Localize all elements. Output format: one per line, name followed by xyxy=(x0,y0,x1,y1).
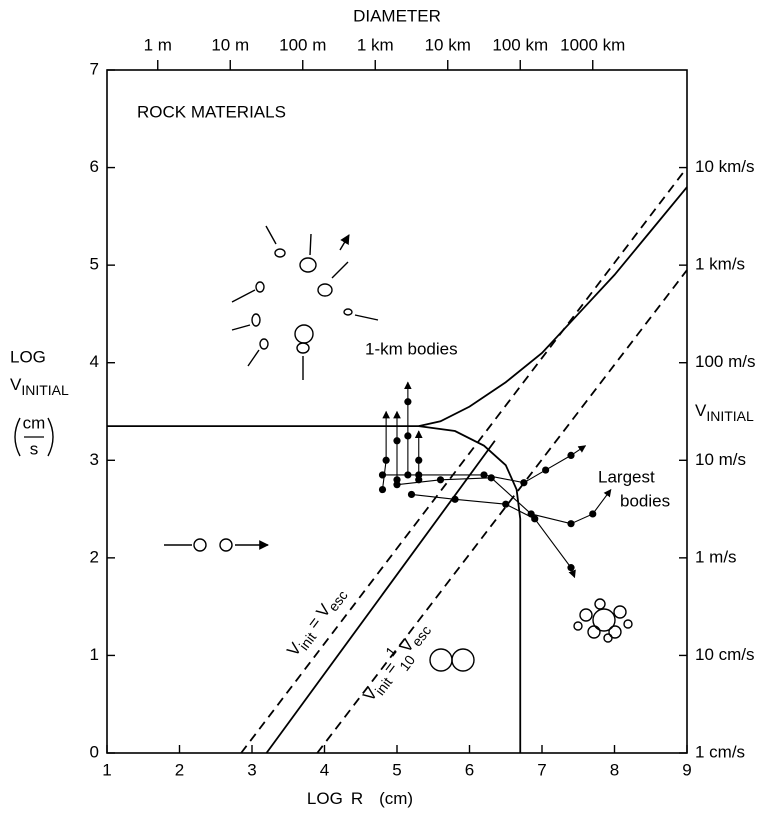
fragment-point xyxy=(451,495,459,503)
y2-tick-label: 1 km/s xyxy=(695,255,745,274)
fragment-point xyxy=(542,466,550,474)
y2-tick-label: 1 cm/s xyxy=(695,742,745,761)
fragment-point xyxy=(520,479,528,487)
y2-tick-label: 1 m/s xyxy=(695,547,737,566)
fragment-point xyxy=(393,437,401,445)
curve xyxy=(107,186,688,428)
curve xyxy=(316,269,688,754)
x-tick-label: 2 xyxy=(175,760,184,779)
y-label-unit-den: s xyxy=(30,439,39,458)
annotation-largest: bodies xyxy=(620,491,670,510)
fragment-point xyxy=(378,471,387,479)
trajectory xyxy=(396,477,612,525)
x2-axis-title: DIAMETER xyxy=(353,6,441,25)
curve xyxy=(265,440,496,754)
fragment-point xyxy=(393,481,401,489)
y-label-unit-num: cm xyxy=(23,413,46,432)
y-tick-label: 2 xyxy=(90,547,99,566)
annotation-eq1: Vinit = Vesc xyxy=(284,583,351,662)
y-tick-label: 3 xyxy=(90,450,99,469)
fragment-point xyxy=(404,432,412,440)
y2-tick-label: 100 m/s xyxy=(695,352,755,371)
x2-tick-label: 1 km xyxy=(357,35,394,54)
x-tick-label: 1 xyxy=(102,760,111,779)
x2-tick-label: 1000 km xyxy=(560,35,625,54)
x-axis-title: LOG R (cm) xyxy=(307,789,413,808)
x-tick-label: 7 xyxy=(537,760,546,779)
x-tick-label: 9 xyxy=(682,760,691,779)
annotation-eq2: Vinit = 110Vesc xyxy=(353,613,438,710)
y-axis-title: LOG VINITIAL cm s xyxy=(10,347,69,458)
y-tick-label: 6 xyxy=(90,157,99,176)
x2-tick-label: 1 m xyxy=(144,35,172,54)
fragment-point xyxy=(567,564,575,572)
fragment-point xyxy=(502,500,510,508)
x-tick-label: 5 xyxy=(392,760,401,779)
y-label-log: LOG xyxy=(10,347,46,366)
y-tick-label: 4 xyxy=(90,352,99,371)
x2-tick-label: 10 km xyxy=(425,35,471,54)
fragment-sketches xyxy=(164,226,633,672)
x-tick-label: 3 xyxy=(247,760,256,779)
fragment-point xyxy=(407,490,416,499)
x-tick-label: 4 xyxy=(320,760,329,779)
y2-axis-title: VINITIAL xyxy=(695,401,754,423)
fragment-point xyxy=(415,471,423,479)
curve xyxy=(240,167,688,754)
fragment-point xyxy=(436,476,445,484)
x-tick-label: 8 xyxy=(610,760,619,779)
fragment-point xyxy=(487,474,495,482)
fragment-point xyxy=(404,398,412,406)
annotation-largest: Largest xyxy=(598,467,655,486)
fragment-point xyxy=(567,451,575,460)
curve xyxy=(418,425,522,753)
y-tick-label: 5 xyxy=(90,255,99,274)
parentheses xyxy=(14,417,54,457)
x2-tick-label: 10 m xyxy=(211,35,249,54)
fragment-point xyxy=(382,456,390,464)
fragment-point xyxy=(567,520,575,528)
x-tick-label: 6 xyxy=(465,760,474,779)
annotation-1km: 1-km bodies xyxy=(365,339,458,358)
y-label-v: VINITIAL xyxy=(10,375,69,397)
y-tick-label: 1 xyxy=(90,645,99,664)
y-tick-label: 7 xyxy=(90,59,99,78)
fragment-point xyxy=(589,510,597,518)
x2-tick-label: 100 km xyxy=(492,35,548,54)
y2-tick-label: 10 cm/s xyxy=(695,645,755,664)
trajectory xyxy=(411,493,576,579)
fragment-point xyxy=(415,456,423,464)
fragment-point xyxy=(480,471,488,479)
chart-title: ROCK MATERIALS xyxy=(137,102,286,121)
fragment-point xyxy=(531,515,539,523)
fragment-point xyxy=(378,485,387,494)
y2-tick-label: 10 m/s xyxy=(695,450,746,469)
y-tick-label: 0 xyxy=(90,742,99,761)
x2-tick-label: 100 m xyxy=(279,35,326,54)
y2-tick-label: 10 km/s xyxy=(695,157,755,176)
